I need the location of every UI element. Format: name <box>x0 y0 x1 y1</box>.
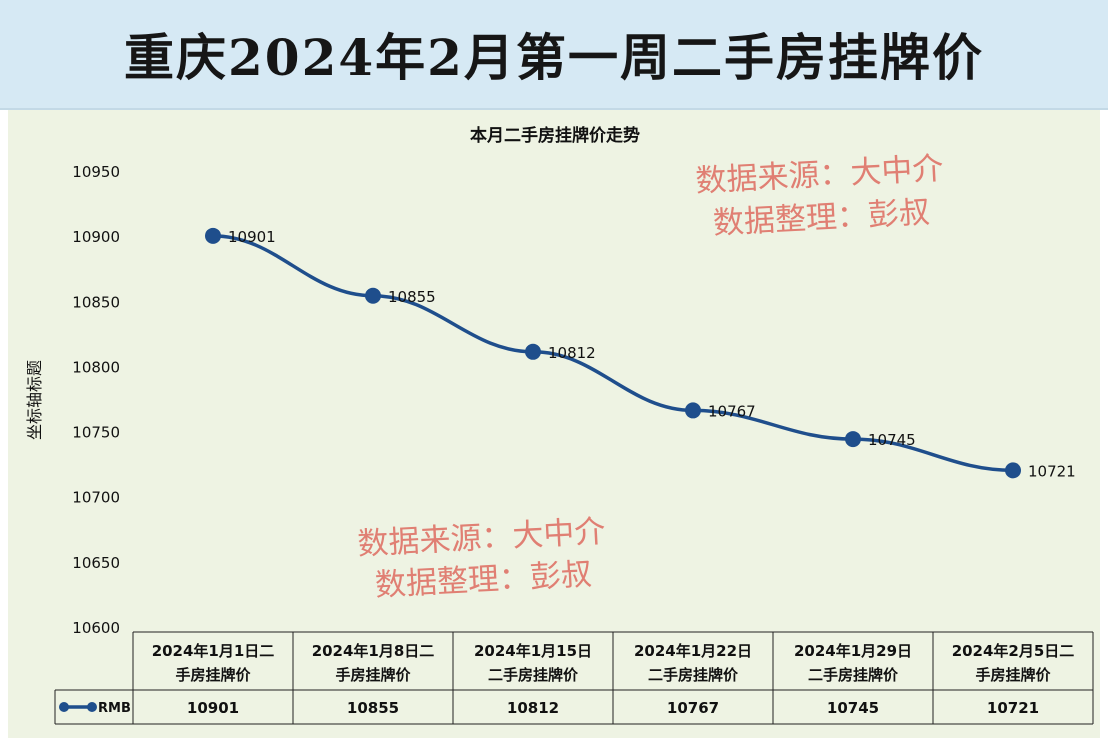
y-tick-label: 10600 <box>72 619 120 637</box>
y-tick-label: 10650 <box>72 554 120 572</box>
category-label: 手房挂牌价 <box>175 666 251 684</box>
series-rmb <box>205 227 1021 479</box>
chart-title: 本月二手房挂牌价走势 <box>470 125 640 146</box>
header-banner: 重庆2024年2月第一周二手房挂牌价 <box>0 0 1108 110</box>
data-point <box>365 287 381 304</box>
table-value: 10721 <box>987 699 1039 717</box>
data-label: 10901 <box>228 228 276 246</box>
page-title: 重庆2024年2月第一周二手房挂牌价 <box>124 28 984 87</box>
category-label: 2024年2月5日二 <box>952 642 1075 660</box>
category-label: 手房挂牌价 <box>335 666 411 684</box>
watermark-editor-bottom: 数据整理：彭叔 <box>374 556 593 603</box>
watermark-source-bottom: 数据来源：大中介 <box>357 514 607 563</box>
watermark-source-top: 数据来源：大中介 <box>695 151 945 200</box>
data-point <box>525 343 541 360</box>
data-label: 10745 <box>868 431 916 449</box>
data-point <box>685 402 701 419</box>
y-tick-label: 10850 <box>72 293 120 311</box>
y-tick-label: 10900 <box>72 228 120 246</box>
data-label: 10767 <box>708 402 756 420</box>
y-tick-label: 10750 <box>72 424 120 442</box>
data-point <box>205 227 221 244</box>
category-label: 二手房挂牌价 <box>488 666 579 684</box>
category-label: 2024年1月22日 <box>634 642 752 660</box>
category-label: 2024年1月29日 <box>794 642 912 660</box>
data-labels: 10901 10855 10812 10767 10745 10721 <box>228 228 1076 481</box>
y-axis-ticks: 10950 10900 10850 10800 10750 10700 10650 10600 <box>72 163 120 637</box>
data-label: 10855 <box>388 288 436 306</box>
category-label: 2024年1月1日二 <box>152 642 275 660</box>
series-line <box>212 234 1014 473</box>
table-value: 10745 <box>827 699 879 717</box>
table-value: 10812 <box>507 699 559 717</box>
category-label: 二手房挂牌价 <box>808 666 899 684</box>
legend-marker <box>87 702 97 712</box>
data-point <box>1005 462 1021 479</box>
data-label: 10812 <box>548 344 596 362</box>
chart-panel <box>8 110 1100 738</box>
data-table: 2024年1月1日二手房挂牌价109012024年1月8日二手房挂牌价10855… <box>54 631 1094 725</box>
table-value: 10901 <box>187 699 239 717</box>
category-label: 2024年1月15日 <box>474 642 592 660</box>
table-value: 10855 <box>347 699 399 717</box>
y-tick-label: 10700 <box>72 489 120 507</box>
category-label: 二手房挂牌价 <box>648 666 739 684</box>
y-tick-label: 10800 <box>72 358 120 376</box>
legend-marker <box>59 702 69 712</box>
y-tick-label: 10950 <box>72 163 120 181</box>
watermark-editor-top: 数据整理：彭叔 <box>712 194 931 241</box>
table-value: 10767 <box>667 699 719 717</box>
y-axis-title: 坐标轴标题 <box>25 360 44 440</box>
data-label: 10721 <box>1028 462 1076 480</box>
category-label: 2024年1月8日二 <box>312 642 435 660</box>
category-label: 手房挂牌价 <box>975 666 1051 684</box>
data-point <box>845 431 861 448</box>
legend-series-name: RMB <box>98 701 131 716</box>
